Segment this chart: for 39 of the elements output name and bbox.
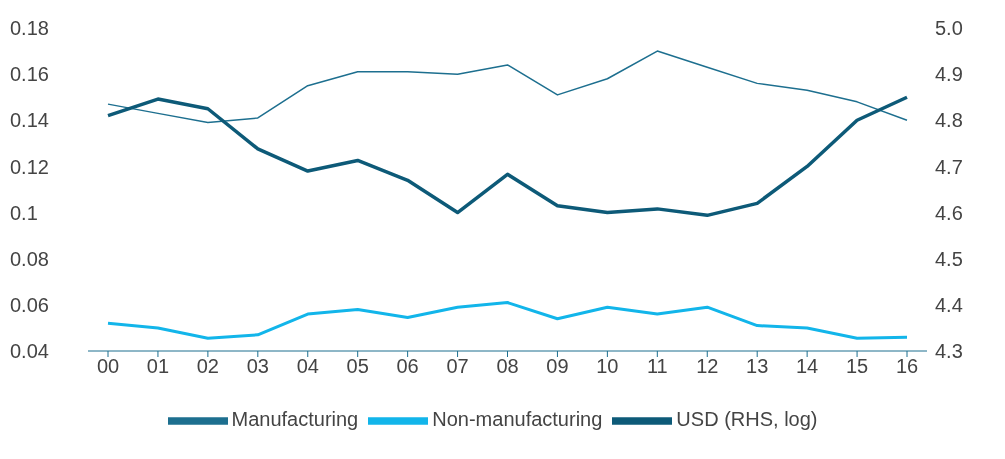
x-tick-label: 03: [246, 355, 269, 378]
y-tick-label: 0.18: [10, 17, 49, 40]
y-tick-label: 0.1: [10, 201, 38, 224]
y2-tick-label: 4.9: [935, 63, 963, 86]
x-tick-label: 12: [696, 355, 719, 378]
x-tick-label: 08: [496, 355, 519, 378]
y2-tick-label: 4.6: [935, 201, 963, 224]
x-tick-label: 05: [346, 355, 369, 378]
y-tick-label: 0.16: [10, 63, 49, 86]
line-series: [106, 95, 909, 218]
x-tick-label: 14: [796, 355, 819, 378]
x-tick-label: 07: [446, 355, 469, 378]
x-tick-label: 15: [845, 355, 869, 378]
y2-tick-label: 4.7: [935, 155, 963, 178]
x-tick-label: 00: [96, 355, 120, 378]
x-tick-label: 16: [895, 355, 919, 378]
line-series: [106, 301, 909, 340]
x-tick-label: 04: [296, 355, 319, 378]
y-tick-label: 0.04: [10, 340, 49, 363]
y2-tick-label: 4.5: [935, 247, 963, 270]
line-series: [107, 50, 908, 124]
y2-tick-label: 4.4: [935, 293, 963, 316]
x-tick-label: 01: [146, 355, 170, 378]
y-tick-label: 0.14: [10, 109, 49, 132]
y2-tick-label: 4.3: [935, 340, 963, 363]
y2-tick-label: 5.0: [935, 17, 963, 40]
x-tick-label: 09: [546, 355, 569, 378]
y2-tick-label: 4.8: [935, 109, 963, 132]
y-tick-label: 0.06: [10, 293, 49, 316]
y-tick-label: 0.08: [10, 247, 49, 270]
x-tick-label: 10: [596, 355, 619, 378]
x-tick-label: 13: [746, 355, 769, 378]
x-tick-label: 11: [646, 355, 668, 378]
legend-label: Non-manufacturing: [432, 408, 603, 431]
legend-label: USD (RHS, log): [676, 408, 818, 431]
y-tick-label: 0.12: [10, 155, 49, 178]
legend-label: Manufacturing: [231, 408, 359, 431]
x-tick-label: 02: [196, 355, 219, 378]
x-tick-label: 06: [396, 355, 419, 378]
